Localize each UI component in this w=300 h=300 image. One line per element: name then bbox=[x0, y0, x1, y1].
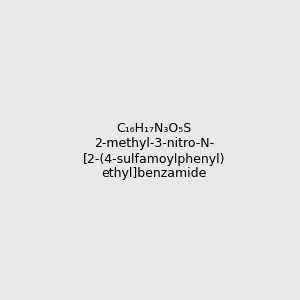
Text: C₁₆H₁₇N₃O₅S
2-methyl-3-nitro-N-
[2-(4-sulfamoylphenyl)
ethyl]benzamide: C₁₆H₁₇N₃O₅S 2-methyl-3-nitro-N- [2-(4-su… bbox=[82, 122, 225, 181]
